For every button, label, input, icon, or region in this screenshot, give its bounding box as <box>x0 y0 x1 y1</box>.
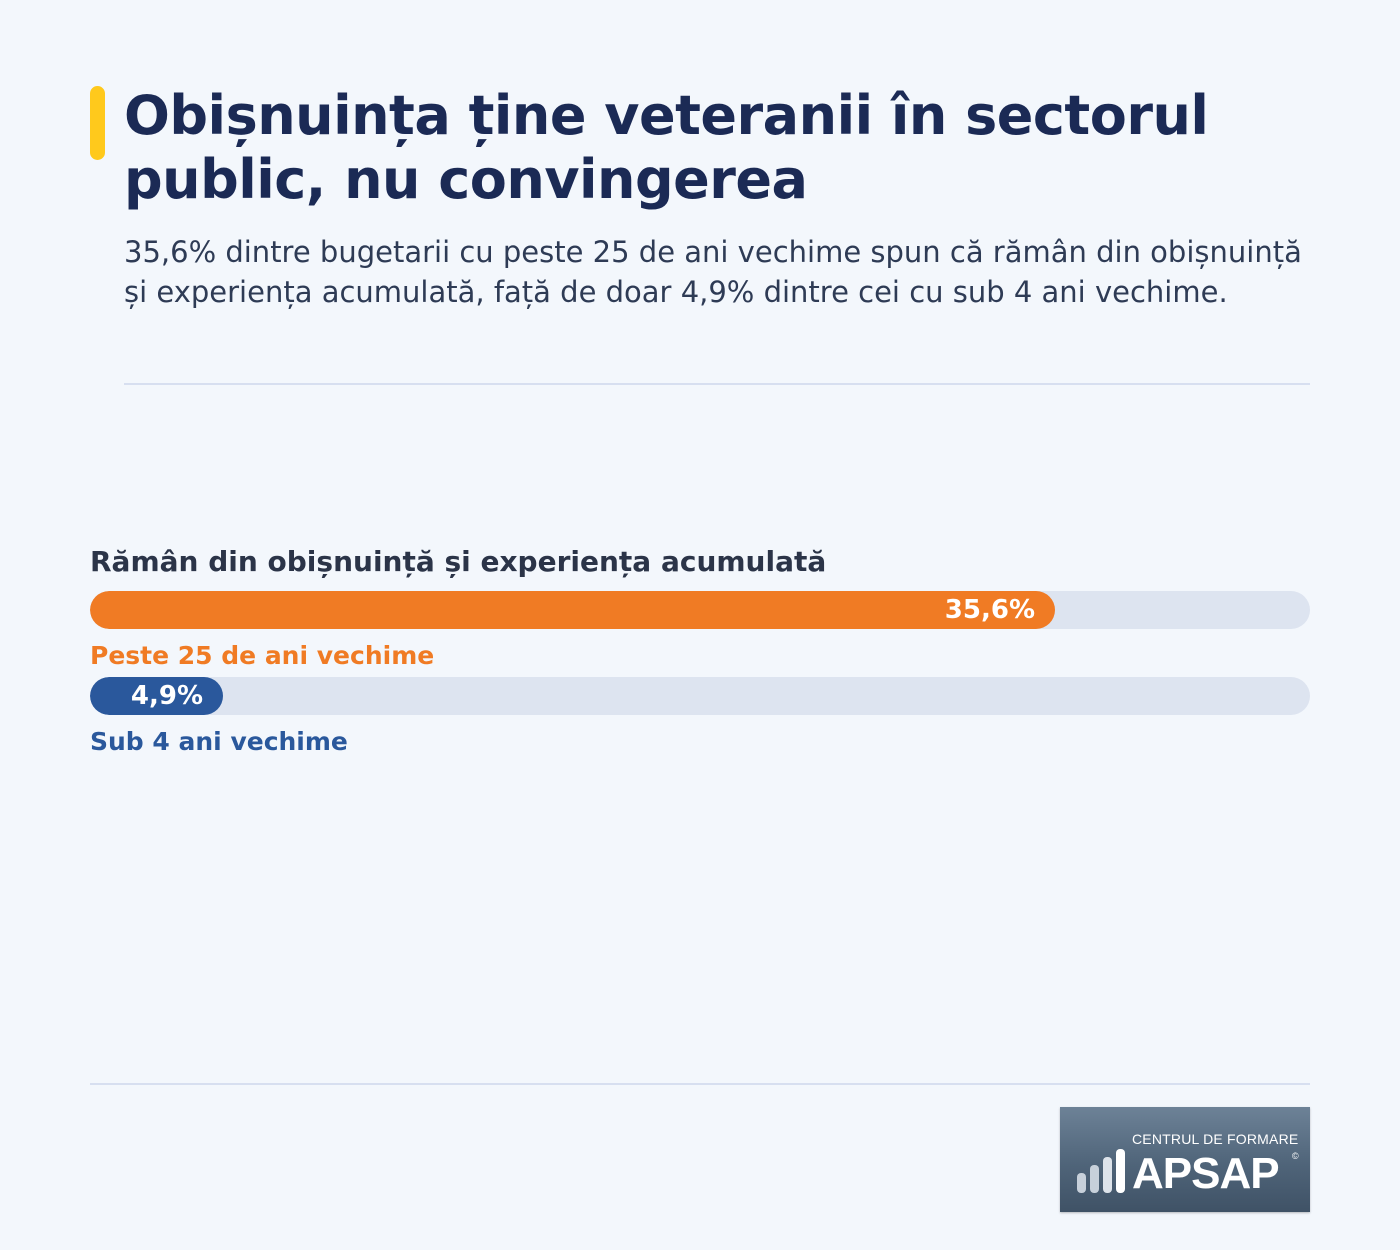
bar-track-1: 35,6% <box>90 591 1310 629</box>
bar-value-label-2: 4,9% <box>130 681 203 711</box>
logo-wordmark: APSAP <box>1132 1149 1280 1198</box>
logo-copyright-mark: © <box>1292 1151 1299 1161</box>
logo-subtitle: CENTRUL DE FORMARE <box>1132 1131 1299 1147</box>
page-subtitle: 35,6% dintre bugetarii cu peste 25 de an… <box>124 235 1302 309</box>
bar-value-label-1: 35,6% <box>944 595 1035 625</box>
bar-fill-2 <box>90 677 223 715</box>
bar-fill-1 <box>90 591 1055 629</box>
chart-title: Rămân din obișnuință și experiența acumu… <box>90 545 827 578</box>
page-title: Obișnuința ține veteranii în sectorul pu… <box>124 84 1209 211</box>
bar-category-label-2: Sub 4 ani vechime <box>90 727 348 756</box>
top-divider <box>124 383 1310 385</box>
apsap-logo: CENTRUL DE FORMARE APSAP © <box>1060 1107 1310 1212</box>
ascending-bars-icon <box>1077 1149 1125 1193</box>
bottom-divider <box>90 1083 1310 1085</box>
title-accent-bar <box>90 86 105 160</box>
bar-category-label-1: Peste 25 de ani vechime <box>90 641 435 670</box>
bar-track-2: 4,9% <box>90 677 1310 715</box>
